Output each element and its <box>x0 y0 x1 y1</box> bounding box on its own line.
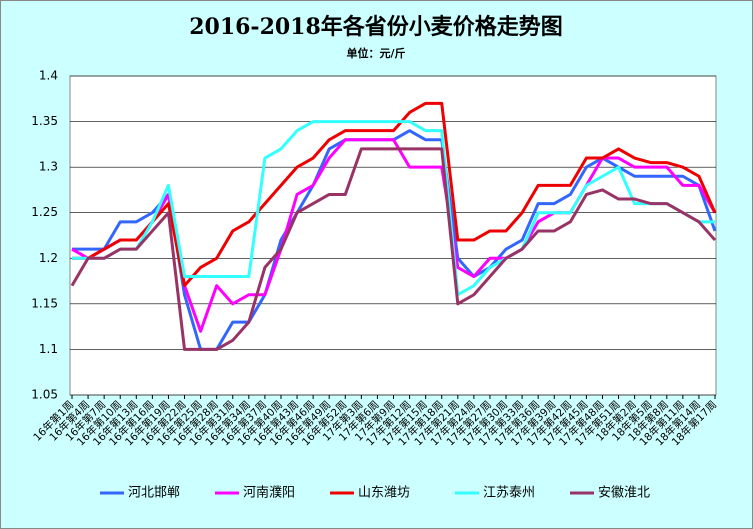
legend-label: 河北邯郸 <box>128 486 180 501</box>
chart-title: 2016-2018年各省份小麦价格走势图 <box>189 14 563 40</box>
legend-label: 江苏泰州 <box>483 485 535 501</box>
y-tick-label: 1.1 <box>39 342 58 356</box>
y-tick-label: 1.35 <box>31 114 58 128</box>
series-line <box>72 120 715 297</box>
y-tick-label: 1.4 <box>39 69 58 83</box>
legend-label: 河南濮阳 <box>243 485 295 501</box>
y-tick-label: 1.2 <box>39 251 58 265</box>
plot-area <box>69 75 717 396</box>
y-tick-label: 1.25 <box>31 205 58 219</box>
series-line <box>72 101 717 288</box>
legend-label: 山东潍坊 <box>358 486 410 501</box>
series-line <box>70 147 717 351</box>
y-tick-label: 1.15 <box>31 296 58 310</box>
chart-subtitle: 单位：元/斤 <box>346 46 405 60</box>
y-tick-label: 1.05 <box>31 388 58 402</box>
legend-label: 安徽淮北 <box>598 486 650 501</box>
y-tick-label: 1.3 <box>39 160 58 174</box>
